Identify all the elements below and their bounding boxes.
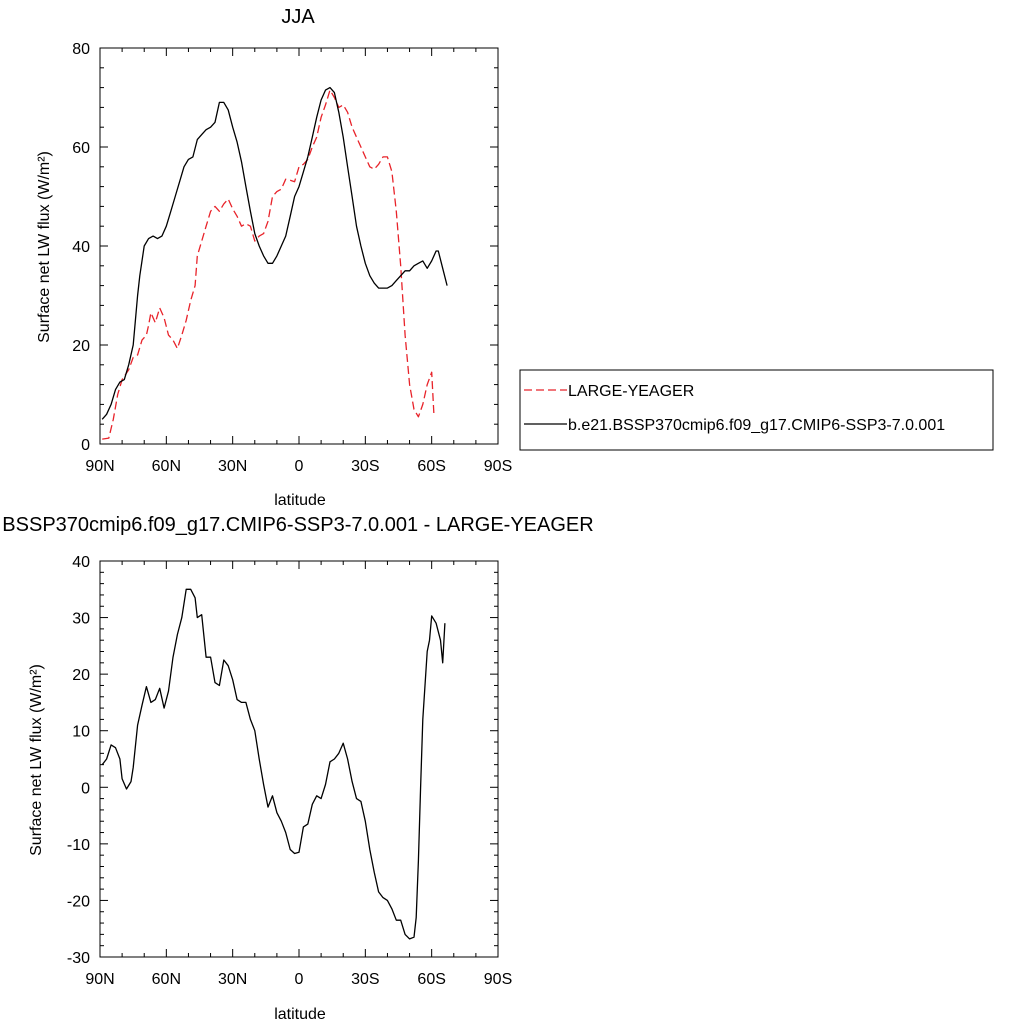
bottom-panel-xlabel: latitude (274, 1006, 326, 1023)
top-panel: JJA latitude Surface net LW flux (W/m²) … (36, 6, 512, 509)
x-tick-label: 60N (152, 971, 181, 988)
x-tick-label: 90S (484, 458, 512, 475)
legend-box (519, 369, 994, 451)
x-tick-label: 90N (85, 458, 114, 475)
bottom-panel: BSSP370cmip6.f09_g17.CMIP6-SSP3-7.0.001 … (2, 514, 593, 1023)
x-tick-label: 0 (295, 971, 304, 988)
y-tick-label: 20 (72, 338, 90, 355)
x-tick-label: 30S (351, 971, 379, 988)
top-panel-xlabel: latitude (274, 492, 326, 509)
bottom-panel-ticks: 90N 60N 30N 0 30S 60S 90S -30 -20 -10 0 10 20 30 40 (67, 554, 512, 988)
x-tick-label: 60S (417, 971, 445, 988)
x-tick-label: 0 (295, 458, 304, 475)
bottom-panel-series (101, 588, 446, 940)
x-tick-label: 30N (218, 458, 247, 475)
y-tick-label: 80 (72, 41, 90, 58)
series-line-1-0 (101, 588, 446, 940)
top-panel-ylabel: Surface net LW flux (W/m²) (36, 151, 53, 343)
y-tick-label: 20 (72, 667, 90, 684)
x-tick-label: 90N (85, 971, 114, 988)
bottom-panel-ylabel: Surface net LW flux (W/m²) (28, 664, 45, 856)
y-tick-label: 10 (72, 724, 90, 741)
top-panel-series (101, 86, 448, 440)
top-panel-title: JJA (281, 6, 315, 28)
x-tick-label: 30S (351, 458, 379, 475)
top-panel-frame (99, 47, 499, 445)
legend-label-large-yeager: LARGE-YEAGER (568, 383, 694, 400)
x-tick-label: 60S (417, 458, 445, 475)
x-tick-label: 30N (218, 971, 247, 988)
y-tick-label: 30 (72, 611, 90, 628)
y-tick-label: 60 (72, 140, 90, 157)
y-tick-label: 0 (81, 780, 90, 797)
bottom-panel-title: BSSP370cmip6.f09_g17.CMIP6-SSP3-7.0.001 … (2, 514, 593, 536)
y-tick-label: -10 (67, 837, 90, 854)
x-tick-label: 60N (152, 458, 181, 475)
y-tick-label: 40 (72, 554, 90, 571)
y-tick-label: -20 (67, 893, 90, 910)
legend-label-ssp370: b.e21.BSSP370cmip6.f09_g17.CMIP6-SSP3-7.… (568, 417, 945, 434)
bottom-panel-frame (99, 560, 499, 958)
y-tick-label: -30 (67, 950, 90, 967)
series-line-0-1 (101, 86, 448, 420)
y-tick-label: 0 (81, 437, 90, 454)
x-tick-label: 90S (484, 971, 512, 988)
legend: LARGE-YEAGER b.e21.BSSP370cmip6.f09_g17.… (519, 369, 994, 451)
y-tick-label: 40 (72, 239, 90, 256)
series-line-0-0 (102, 89, 435, 440)
top-panel-ticks: 90N 60N 30N 0 30S 60S 90S 0 20 40 60 80 (72, 41, 512, 475)
